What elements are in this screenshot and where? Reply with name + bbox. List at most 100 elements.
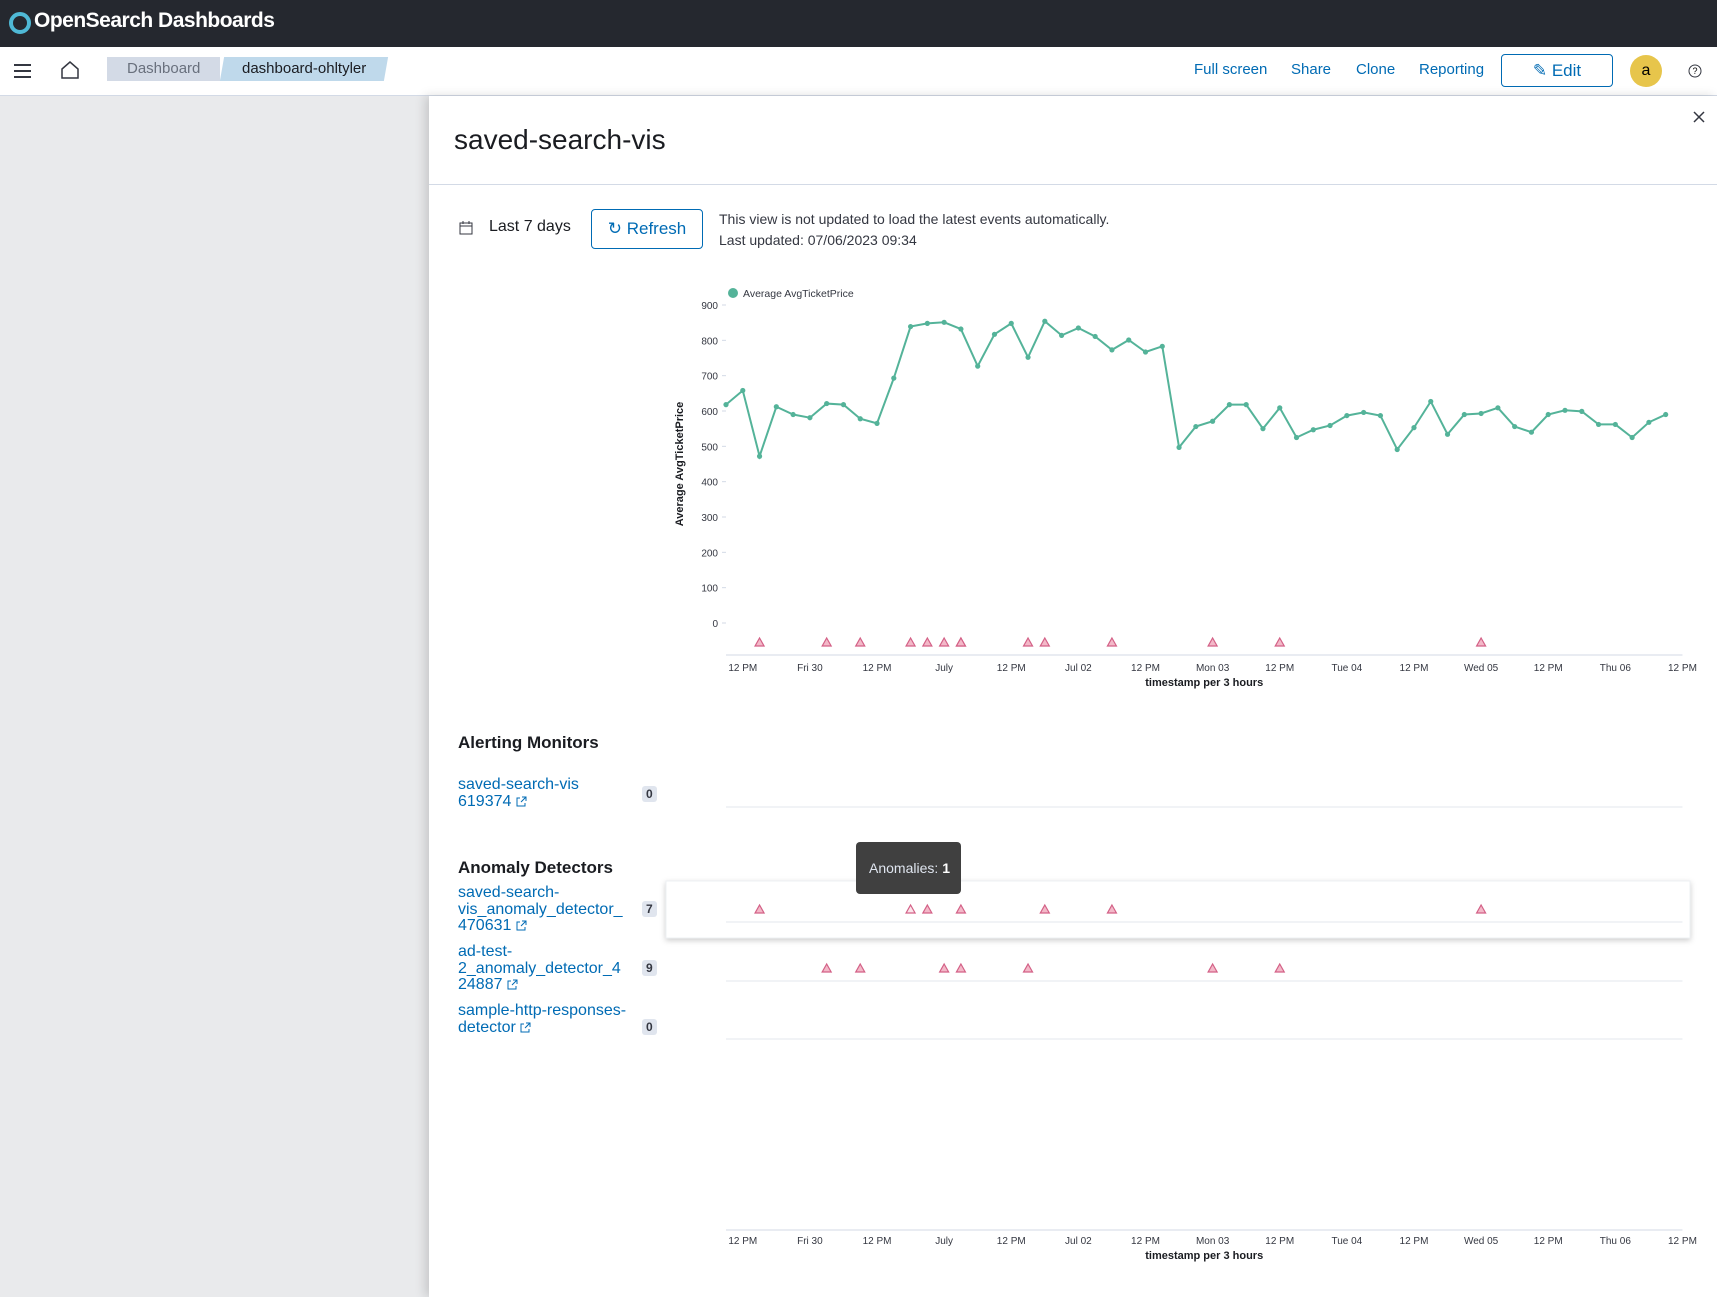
section-title: Alerting Monitors [458,733,599,752]
point [840,402,847,408]
tooltip: Anomalies: 1 [869,860,950,876]
anomaly-marker [1039,903,1051,914]
point [1159,343,1165,349]
menu-button[interactable] [12,61,34,81]
external-icon [507,979,518,990]
item-link[interactable]: saved-search-vis_anomaly_detector_470631 [458,884,628,935]
anomaly-marker [1207,962,1219,973]
point [1025,354,1031,360]
x-tick-label: Jul 02 [1065,1236,1092,1247]
count-badge: 9 [642,960,657,976]
point [1512,423,1518,430]
point [1310,427,1316,433]
legend-swatch [728,288,738,298]
item-name: sample-http-responses-detector [458,1002,627,1036]
anomaly-marker [854,962,866,973]
notice-line: Last updated: 07/06/2023 09:34 [719,232,917,248]
point [1444,431,1451,437]
item-link[interactable]: saved-search-vis 619374 [458,776,628,810]
point [1361,409,1367,416]
point [1663,411,1669,418]
home-button[interactable] [59,59,81,81]
point [1612,421,1618,428]
x-tick-label: 12 PM [863,663,892,674]
y-tick-label: 600 [701,407,718,418]
x-tick-label: Mon 03 [1196,663,1230,674]
x-tick-label: Tue 04 [1331,1236,1362,1247]
anomaly-marker [821,636,833,647]
point [1059,332,1065,338]
x-tick-label: Wed 05 [1464,663,1499,674]
item-link[interactable]: ad-test-2_anomaly_detector_424887 [458,943,628,994]
x-tick-label: 12 PM [1131,1236,1160,1247]
point [1428,398,1434,405]
y-tick-label: 900 [701,301,718,312]
x-axis-title: timestamp per 3 hours [1145,1250,1263,1262]
help-button[interactable]: ? [1687,63,1703,79]
point [1478,410,1484,417]
notice-line: This view is not updated to load the lat… [719,211,1110,227]
anomaly-marker [921,903,933,914]
point [924,320,930,326]
x-tick-label: 12 PM [1534,663,1563,674]
x-tick-label: 12 PM [728,1236,757,1247]
point [1327,422,1333,429]
anomaly-marker [1475,903,1487,914]
section-title: Anomaly Detectors [458,858,613,877]
x-tick-label: 12 PM [997,663,1026,674]
anomaly-marker [955,636,967,647]
breadcrumb[interactable]: Dashboard [107,57,221,81]
avatar[interactable]: a [1630,55,1662,87]
anomaly-marker [854,636,866,647]
close-button[interactable] [1688,106,1710,128]
y-tick-label: 700 [701,372,718,383]
nav-action[interactable]: Reporting [1419,61,1485,78]
nav-action[interactable]: Full screen [1194,61,1268,78]
item-link[interactable]: sample-http-responses-detector [458,1002,628,1036]
x-tick-label: July [935,663,953,674]
nav-action[interactable]: Clone [1356,61,1396,78]
point [1293,434,1300,441]
x-tick-label: Wed 05 [1464,1236,1499,1247]
external-icon [520,1022,531,1032]
point [1461,411,1467,418]
anomaly-marker [1475,636,1487,647]
anomaly-marker [1106,636,1118,647]
point [1092,333,1098,340]
notice: This view is not updated to load the lat… [719,209,1109,251]
edit-button[interactable]: ✎ Edit [1501,54,1613,87]
count-badge: 0 [642,786,657,802]
point [975,363,981,369]
x-tick-label: 12 PM [1265,663,1294,674]
anomaly-marker [1207,636,1219,647]
anomaly-marker [1022,962,1034,973]
x-tick-label: 12 PM [1668,663,1697,674]
point [740,387,746,394]
anomaly-marker [955,962,967,973]
point [1176,444,1182,450]
svg-text:?: ? [1692,66,1697,76]
point [824,400,830,407]
nav-action[interactable]: Share [1291,61,1332,78]
y-tick-label: 0 [712,619,718,630]
row-highlight [665,880,1691,939]
y-tick-label: 400 [701,478,718,489]
y-tick-label: 800 [701,336,718,347]
point [1629,434,1635,441]
point [1210,418,1216,424]
count-badge: 7 [642,901,657,917]
x-tick-label: Mon 03 [1196,1236,1230,1247]
refresh-button[interactable]: ↻ Refresh [591,209,703,249]
point [1646,419,1652,425]
time-range[interactable]: Last 7 days [489,218,571,235]
item-name: saved-search-vis 619374 [458,776,579,810]
point [1126,337,1132,343]
point [1109,347,1115,353]
point [941,319,947,325]
point [1193,423,1199,430]
anomaly-marker [754,636,766,647]
brand: OpenSearch Dashboards [34,9,275,32]
tooltip-label: Anomalies: [869,860,938,876]
point [723,402,729,408]
